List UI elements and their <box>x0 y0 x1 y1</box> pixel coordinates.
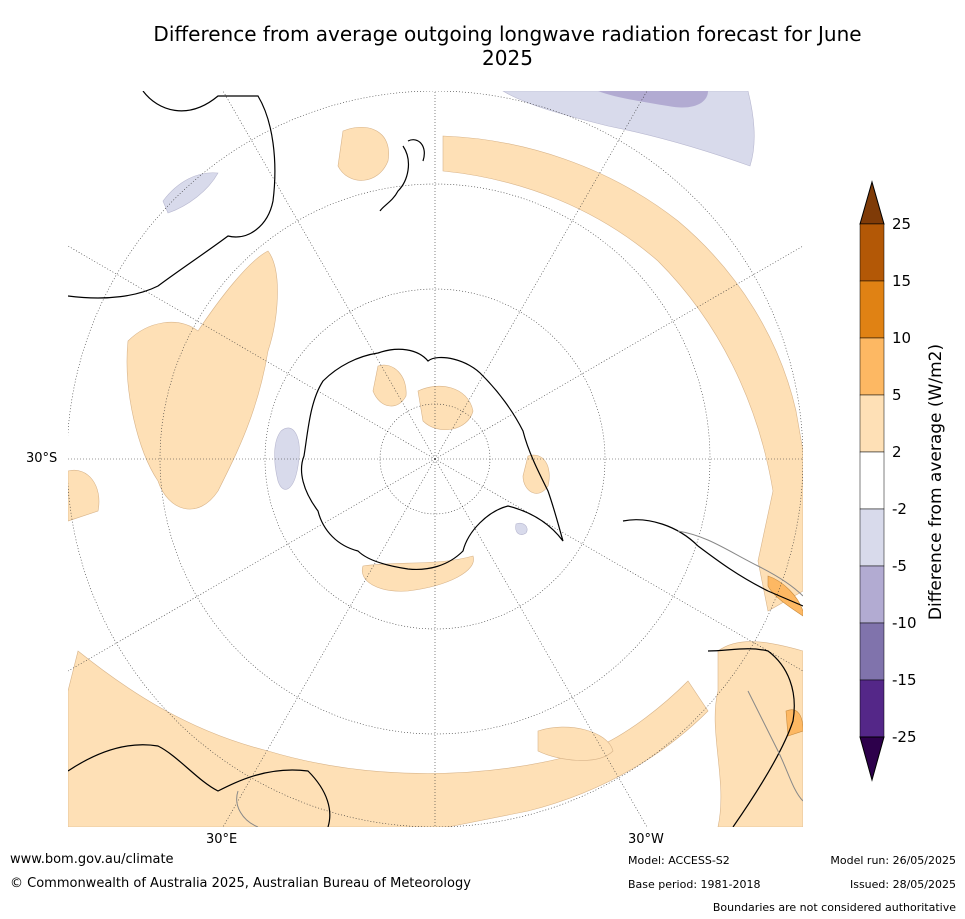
model-run-date: Model run: 26/05/2025 <box>830 854 956 867</box>
colorbar-under-triangle <box>859 736 885 782</box>
colorbar-bin-neg2-2 <box>859 451 885 510</box>
colorbar-over-triangle <box>859 180 885 225</box>
colorbar-bin-15-25 <box>859 223 885 282</box>
moderate-negative-anomaly <box>598 91 708 108</box>
colorbar-tick: -2 <box>892 500 907 518</box>
colorbar-label: Difference from average (W/m2) <box>926 343 946 621</box>
model-name: Model: ACCESS-S2 <box>628 854 730 867</box>
coastlines <box>68 91 803 827</box>
colorbar-bin-neg15-neg10 <box>859 622 885 681</box>
colorbar-tick: -25 <box>892 728 917 746</box>
graticule <box>68 91 803 827</box>
footer-url: www.bom.gov.au/climate <box>10 852 174 867</box>
colorbar-tick: 2 <box>892 443 902 461</box>
colorbar-tick: 5 <box>892 386 902 404</box>
colorbar-bin-neg5-neg2 <box>859 508 885 567</box>
chart-title: Difference from average outgoing longwav… <box>153 22 862 70</box>
polar-map <box>68 91 803 827</box>
lat-label-30s: 30°S <box>26 451 58 466</box>
colorbar-tick: 15 <box>892 272 912 290</box>
colorbar-bin-neg25-neg15 <box>859 679 885 738</box>
colorbar <box>859 180 885 782</box>
issued-date: Issued: 28/05/2025 <box>849 878 956 891</box>
country-borders <box>236 530 803 827</box>
negative-anomaly-regions <box>162 91 755 535</box>
colorbar-bin-5-10 <box>859 337 885 396</box>
colorbar-tick: -15 <box>892 671 917 689</box>
positive-anomaly-regions <box>68 127 803 827</box>
colorbar-tick: -5 <box>892 557 907 575</box>
colorbar-bin-10-15 <box>859 280 885 339</box>
colorbar-bin-2-5 <box>859 394 885 453</box>
colorbar-tick: 25 <box>892 215 912 233</box>
base-period: Base period: 1981-2018 <box>628 878 761 891</box>
lon-label-30w: 30°W <box>628 832 664 847</box>
colorbar-bin-neg10-neg5 <box>859 565 885 624</box>
footer-copyright: © Commonwealth of Australia 2025, Austra… <box>10 876 471 891</box>
lon-label-30e: 30°E <box>206 832 238 847</box>
colorbar-tick: -10 <box>892 614 917 632</box>
colorbar-tick: 10 <box>892 329 912 347</box>
disclaimer: Boundaries are not considered authoritat… <box>712 901 956 914</box>
